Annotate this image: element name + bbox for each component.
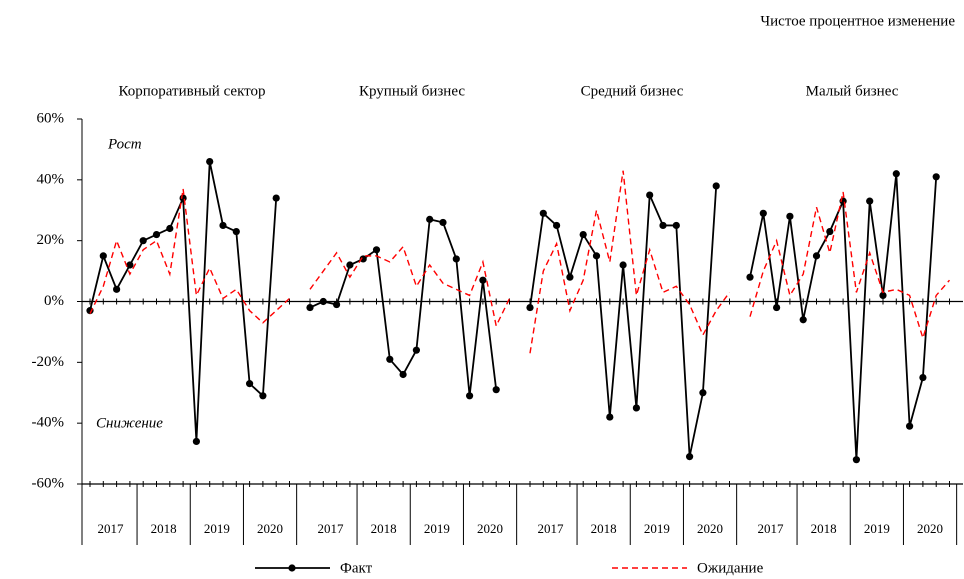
y-tick-label: -40%: [32, 415, 65, 431]
legend-label: Факт: [340, 560, 373, 576]
series-line: [749, 191, 951, 341]
marker: [553, 221, 561, 230]
marker: [712, 182, 720, 190]
group-label: Средний бизнес: [581, 83, 684, 99]
marker: [399, 370, 407, 379]
series-line: [89, 188, 290, 324]
year-label: 2019: [644, 521, 670, 536]
marker: [246, 380, 254, 388]
marker: [906, 422, 914, 430]
marker: [466, 392, 474, 400]
marker: [113, 285, 121, 293]
marker: [759, 209, 767, 217]
y-tick-label: 20%: [37, 232, 65, 248]
marker: [686, 453, 694, 461]
marker: [746, 273, 754, 281]
marker: [452, 255, 460, 263]
year-label: 2020: [257, 521, 283, 536]
marker: [359, 255, 367, 263]
marker: [333, 300, 341, 309]
chart-title: Чистое процентное изменение: [760, 13, 955, 29]
year-label: 2020: [477, 521, 503, 536]
marker: [272, 194, 280, 202]
marker: [659, 221, 667, 230]
y-tick-label: 0%: [44, 293, 64, 309]
year-label: 2020: [697, 521, 723, 536]
marker: [879, 291, 887, 300]
series-line: [749, 173, 938, 460]
marker: [826, 227, 834, 236]
marker: [319, 297, 327, 306]
group-label: Малый бизнес: [806, 83, 899, 99]
marker: [139, 237, 147, 245]
marker: [932, 173, 940, 181]
marker: [526, 303, 534, 312]
marker: [412, 346, 420, 354]
series-line: [309, 245, 511, 328]
year-label: 2019: [204, 521, 230, 536]
marker: [866, 197, 874, 205]
year-label: 2017: [537, 521, 564, 536]
legend-label: Ожидание: [697, 560, 764, 576]
marker: [346, 261, 354, 269]
y-tick-label: -60%: [32, 475, 65, 491]
legend-marker: [288, 564, 296, 572]
marker: [219, 221, 227, 230]
marker: [192, 437, 200, 446]
marker: [786, 212, 794, 220]
marker: [892, 170, 900, 178]
year-label: 2018: [151, 521, 177, 536]
marker: [99, 252, 107, 260]
marker: [539, 209, 547, 217]
marker: [439, 218, 447, 227]
annotation: Рост: [107, 136, 142, 152]
marker: [799, 316, 807, 324]
year-label: 2017: [757, 521, 784, 536]
marker: [592, 252, 601, 260]
group-label: Корпоративный сектор: [118, 83, 265, 99]
marker: [152, 230, 161, 239]
marker: [479, 276, 487, 284]
marker: [672, 221, 680, 230]
marker: [919, 373, 927, 382]
year-label: 2019: [424, 521, 450, 536]
year-label: 2017: [317, 521, 344, 536]
marker: [206, 157, 214, 166]
marker: [699, 389, 707, 397]
series-line: [529, 170, 731, 354]
year-label: 2018: [811, 521, 837, 536]
marker: [166, 224, 174, 233]
marker: [306, 303, 314, 312]
marker: [632, 404, 641, 412]
marker: [812, 252, 821, 260]
marker: [232, 227, 240, 236]
marker: [259, 392, 267, 400]
year-label: 2020: [917, 521, 943, 536]
marker: [566, 273, 574, 281]
y-tick-label: 60%: [37, 110, 65, 126]
marker: [386, 355, 394, 363]
marker: [372, 246, 381, 254]
year-label: 2019: [864, 521, 890, 536]
y-tick-label: 40%: [37, 171, 65, 187]
marker: [492, 386, 500, 394]
year-label: 2018: [371, 521, 397, 536]
marker: [773, 303, 781, 312]
annotation: Снижение: [96, 415, 163, 431]
marker: [179, 194, 187, 202]
marker: [579, 230, 587, 239]
year-label: 2018: [591, 521, 617, 536]
y-tick-label: -20%: [32, 354, 65, 370]
group-label: Крупный бизнес: [359, 83, 465, 99]
year-label: 2017: [97, 521, 124, 536]
marker: [126, 261, 134, 269]
marker: [426, 215, 434, 223]
marker: [852, 456, 861, 464]
marker: [619, 261, 627, 269]
marker: [606, 413, 614, 421]
marker: [646, 191, 654, 199]
